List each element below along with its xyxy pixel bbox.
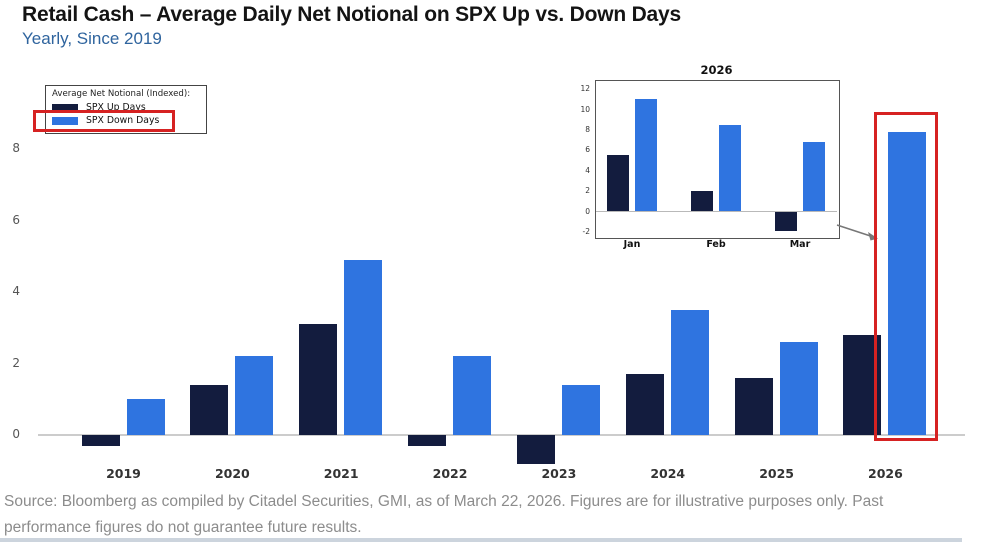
legend-label-up-days: SPX Up Days	[86, 102, 146, 113]
main-zero-axis-line	[38, 434, 965, 436]
down-bar-2026	[888, 131, 927, 435]
up-bar-2019	[81, 435, 120, 446]
source-note: Source: Bloomberg as compiled by Citadel…	[4, 489, 988, 540]
x-axis-label-mar: Mar	[789, 239, 811, 250]
y-tick-label-0: 0	[12, 427, 20, 441]
y-tick-label-6: 6	[12, 212, 20, 227]
up-bar-2023	[516, 435, 555, 464]
inset-zero-axis-line	[596, 211, 837, 212]
legend-item-down-days: SPX Down Days	[52, 114, 202, 127]
down-bar-mar	[803, 142, 825, 212]
source-line-2: performance figures do not guarantee fut…	[4, 518, 362, 536]
down-bar-jan	[635, 99, 657, 212]
y-tick-label-2: 2	[585, 186, 590, 196]
x-axis-label-jan: Jan	[623, 239, 641, 250]
x-axis-label-2020: 2020	[214, 466, 250, 481]
inset-title: 2026	[700, 63, 733, 77]
y-tick-label-12: 12	[580, 84, 590, 94]
down-bar-2023	[561, 385, 600, 435]
source-line-1: Source: Bloomberg as compiled by Citadel…	[4, 493, 884, 510]
legend-title: Average Net Notional (Indexed):	[52, 89, 191, 99]
y-tick-label-0: 0	[585, 206, 590, 216]
page-title: Retail Cash – Average Daily Net Notional…	[22, 3, 681, 26]
up-days-swatch-icon	[52, 103, 78, 112]
down-bar-2020	[235, 356, 274, 435]
y-tick-label-8: 8	[585, 124, 590, 134]
down-bar-2019	[126, 399, 165, 435]
x-axis-label-2024: 2024	[650, 466, 686, 481]
down-bar-feb	[719, 124, 741, 212]
down-bar-2022	[453, 356, 492, 435]
down-bar-2021	[344, 260, 383, 435]
x-axis-label-feb: Feb	[706, 239, 726, 250]
bar-2026-highlight-rectangle	[874, 112, 938, 441]
x-axis-label-2026: 2026	[868, 466, 903, 481]
legend-label-down-days: SPX Down Days	[86, 115, 160, 126]
page-subtitle: Yearly, Since 2019	[22, 29, 162, 48]
bottom-divider	[0, 538, 962, 542]
y-tick-label-8: 8	[12, 141, 20, 156]
y-tick-label-10: 10	[580, 104, 590, 114]
down-days-swatch-icon	[52, 116, 78, 125]
y-tick-label-4: 4	[12, 284, 20, 299]
legend-highlight-rectangle	[33, 110, 175, 132]
legend-item-up-days: SPX Up Days	[52, 101, 202, 114]
x-axis-label-2021: 2021	[323, 466, 359, 481]
y-tick-label-6: 6	[585, 145, 590, 155]
up-bar-2025	[734, 377, 773, 435]
up-bar-jan	[607, 155, 629, 212]
up-bar-2024	[625, 374, 664, 435]
up-bar-mar	[775, 211, 797, 231]
y-tick-label-2: 2	[12, 355, 20, 370]
down-bar-2024	[670, 310, 709, 435]
y-tick-label-4: 4	[585, 165, 590, 175]
x-axis-label-2019: 2019	[106, 466, 141, 481]
x-axis-label-2022: 2022	[432, 466, 468, 481]
y-tick-label--2: -2	[582, 226, 590, 236]
x-axis-label-2023: 2023	[541, 466, 577, 481]
down-bar-2025	[779, 342, 818, 435]
up-bar-feb	[691, 191, 713, 212]
up-bar-2021	[299, 324, 338, 435]
up-bar-2020	[190, 385, 229, 435]
up-bar-2022	[408, 435, 447, 446]
legend: Average Net Notional (Indexed): SPX Up D…	[45, 85, 207, 134]
x-axis-label-2025: 2025	[759, 466, 794, 481]
